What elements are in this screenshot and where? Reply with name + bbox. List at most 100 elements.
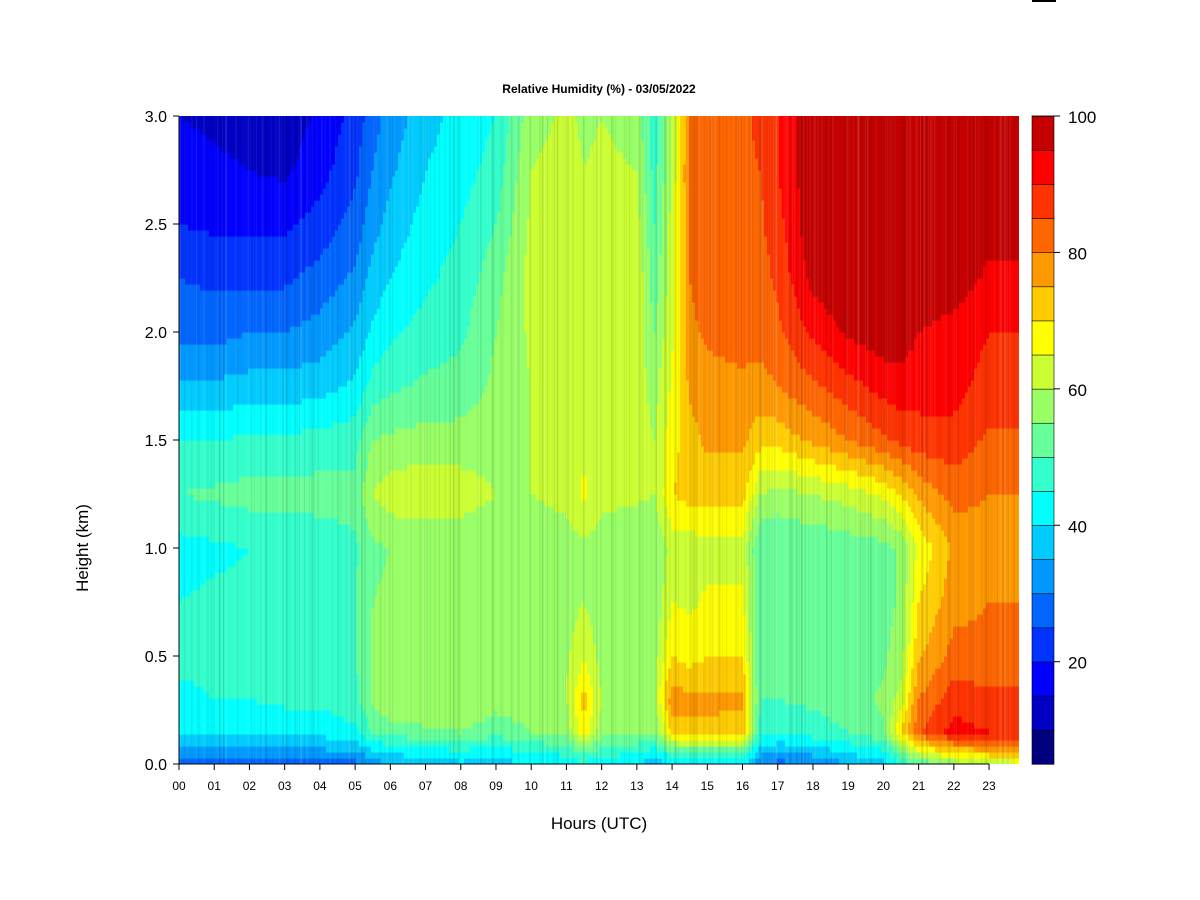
heatmap-cell bbox=[701, 662, 705, 693]
heatmap-cell bbox=[329, 710, 333, 741]
heatmap-cell bbox=[407, 722, 411, 741]
heatmap-cell bbox=[233, 338, 237, 375]
heatmap-cell bbox=[824, 500, 828, 525]
heatmap-cell bbox=[689, 668, 693, 693]
heatmap-cell bbox=[773, 290, 777, 381]
heatmap-cell bbox=[656, 746, 660, 753]
heatmap-cell bbox=[968, 290, 972, 387]
heatmap-cell bbox=[395, 470, 399, 519]
heatmap-cell bbox=[923, 746, 927, 753]
heatmap-cell bbox=[887, 452, 891, 471]
heatmap-cell bbox=[665, 548, 669, 555]
heatmap-cell bbox=[395, 746, 399, 753]
heatmap-streak bbox=[225, 116, 227, 764]
heatmap-cell bbox=[455, 236, 459, 357]
heatmap-cell bbox=[188, 122, 192, 231]
heatmap-cell bbox=[746, 746, 750, 753]
heatmap-streak bbox=[265, 116, 268, 764]
heatmap-cell bbox=[977, 686, 981, 729]
colorbar-swatch bbox=[1031, 559, 1055, 595]
heatmap-streak bbox=[894, 116, 897, 764]
heatmap-cell bbox=[950, 638, 954, 681]
heatmap-cell bbox=[965, 746, 969, 753]
heatmap-cell bbox=[1004, 428, 1008, 495]
heatmap-cell bbox=[341, 284, 345, 339]
heatmap-cell bbox=[881, 542, 885, 681]
heatmap-cell bbox=[443, 422, 447, 465]
heatmap-cell bbox=[359, 242, 363, 303]
heatmap-cell bbox=[278, 758, 282, 764]
heatmap-cell bbox=[233, 506, 237, 543]
heatmap-cell bbox=[194, 590, 198, 687]
heatmap-cell bbox=[731, 116, 735, 363]
heatmap-cell bbox=[356, 254, 360, 315]
heatmap-cell bbox=[959, 734, 963, 741]
heatmap-cell bbox=[611, 140, 615, 513]
heatmap-cell bbox=[941, 746, 945, 753]
heatmap-cell bbox=[938, 752, 942, 759]
heatmap-cell bbox=[269, 476, 273, 513]
x-tick-label: 13 bbox=[630, 779, 644, 793]
heatmap-cell bbox=[518, 116, 522, 153]
heatmap-cell bbox=[182, 224, 186, 279]
heatmap-cell bbox=[416, 422, 420, 465]
heatmap-cell bbox=[896, 746, 900, 753]
heatmap-cell bbox=[236, 560, 240, 699]
heatmap-cell bbox=[308, 758, 312, 764]
heatmap-cell bbox=[770, 518, 774, 699]
heatmap-streak bbox=[554, 116, 555, 764]
heatmap-cell bbox=[536, 752, 540, 764]
heatmap-cell bbox=[905, 734, 909, 741]
heatmap-cell bbox=[1004, 494, 1008, 603]
heatmap-cell bbox=[890, 746, 894, 759]
heatmap-streak bbox=[798, 116, 800, 764]
heatmap-cell bbox=[260, 116, 264, 177]
heatmap-cell bbox=[875, 746, 879, 759]
heatmap-cell bbox=[338, 716, 342, 741]
heatmap-cell bbox=[992, 758, 996, 764]
heatmap-streak bbox=[714, 116, 716, 764]
heatmap-cell bbox=[758, 170, 762, 363]
heatmap-cell bbox=[290, 758, 294, 764]
heatmap-cell bbox=[218, 380, 222, 411]
heatmap-cell bbox=[776, 734, 780, 741]
heatmap-cell bbox=[305, 212, 309, 267]
heatmap-cell bbox=[581, 536, 585, 603]
heatmap-cell bbox=[395, 170, 399, 267]
heatmap-streak bbox=[518, 116, 520, 764]
heatmap-cell bbox=[203, 746, 207, 759]
heatmap-cell bbox=[182, 680, 186, 735]
heatmap-cell bbox=[242, 290, 246, 333]
heatmap-cell bbox=[719, 452, 723, 507]
heatmap-cell bbox=[764, 446, 768, 471]
heatmap-streak bbox=[750, 116, 753, 764]
heatmap-cell bbox=[914, 638, 918, 687]
heatmap-cell bbox=[581, 116, 585, 159]
heatmap-cell bbox=[758, 740, 762, 747]
heatmap-streak bbox=[457, 116, 460, 764]
heatmap-streak bbox=[949, 116, 951, 764]
heatmap-cell bbox=[803, 746, 807, 753]
heatmap-cell bbox=[488, 734, 492, 747]
heatmap-cell bbox=[827, 314, 831, 357]
heatmap-cell bbox=[914, 746, 918, 753]
heatmap-cell bbox=[905, 740, 909, 747]
heatmap-cell bbox=[992, 686, 996, 741]
heatmap-cell bbox=[836, 482, 840, 501]
heatmap-cell bbox=[611, 746, 615, 759]
heatmap-cell bbox=[899, 740, 903, 747]
heatmap-streak bbox=[384, 116, 385, 764]
heatmap-cell bbox=[887, 740, 891, 747]
colorbar-swatch bbox=[1031, 354, 1055, 390]
heatmap-cell bbox=[419, 374, 423, 423]
heatmap-cell bbox=[263, 332, 267, 369]
heatmap-cell bbox=[857, 344, 861, 381]
heatmap-cell bbox=[935, 488, 939, 525]
heatmap-streak bbox=[324, 116, 326, 764]
heatmap-cell bbox=[818, 446, 822, 465]
heatmap-cell bbox=[263, 434, 267, 477]
heatmap-streak bbox=[696, 116, 698, 764]
heatmap-cell bbox=[380, 542, 384, 579]
heatmap-cell bbox=[923, 650, 927, 693]
heatmap-streak bbox=[389, 116, 391, 764]
